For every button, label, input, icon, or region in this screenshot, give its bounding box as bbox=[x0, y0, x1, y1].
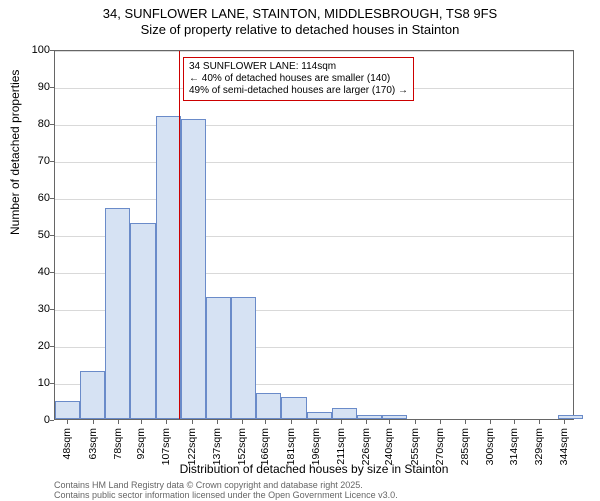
x-tick-mark bbox=[316, 420, 317, 424]
x-tick-label: 107sqm bbox=[160, 428, 172, 465]
x-tick-label: 270sqm bbox=[434, 428, 446, 465]
x-tick-mark bbox=[514, 420, 515, 424]
annot-line-2: ← 40% of detached houses are smaller (14… bbox=[189, 73, 408, 85]
x-tick-label: 314sqm bbox=[508, 428, 520, 465]
reference-line bbox=[179, 51, 180, 419]
x-tick-mark bbox=[265, 420, 266, 424]
x-tick-mark bbox=[366, 420, 367, 424]
x-tick-label: 166sqm bbox=[259, 428, 271, 465]
x-tick-mark bbox=[118, 420, 119, 424]
x-tick-mark bbox=[341, 420, 342, 424]
footer-line-2: Contains public sector information licen… bbox=[54, 490, 398, 500]
x-tick-label: 137sqm bbox=[211, 428, 223, 465]
x-tick-label: 48sqm bbox=[61, 428, 73, 460]
y-tick-label: 30 bbox=[10, 303, 50, 315]
x-tick-mark bbox=[93, 420, 94, 424]
histogram-bar bbox=[181, 119, 206, 419]
annot-line-3: 49% of semi-detached houses are larger (… bbox=[189, 85, 408, 97]
x-tick-mark bbox=[67, 420, 68, 424]
histogram-bar bbox=[130, 223, 155, 419]
y-axis-title: Number of detached properties bbox=[8, 70, 22, 235]
x-tick-label: 329sqm bbox=[533, 428, 545, 465]
x-tick-mark bbox=[440, 420, 441, 424]
histogram-bar bbox=[558, 415, 583, 419]
x-tick-mark bbox=[242, 420, 243, 424]
y-tick-label: 90 bbox=[10, 81, 50, 93]
x-tick-mark bbox=[539, 420, 540, 424]
histogram-bar bbox=[206, 297, 231, 419]
x-tick-label: 255sqm bbox=[409, 428, 421, 465]
plot-area: 34 SUNFLOWER LANE: 114sqm ← 40% of detac… bbox=[54, 50, 574, 420]
histogram-bar bbox=[80, 371, 105, 419]
x-axis-title: Distribution of detached houses by size … bbox=[54, 462, 574, 476]
chart-title-block: 34, SUNFLOWER LANE, STAINTON, MIDDLESBRO… bbox=[0, 0, 600, 39]
footer-line-1: Contains HM Land Registry data © Crown c… bbox=[54, 480, 398, 490]
histogram-bar bbox=[156, 116, 181, 419]
x-tick-label: 78sqm bbox=[112, 428, 124, 460]
x-tick-mark bbox=[291, 420, 292, 424]
x-tick-mark bbox=[564, 420, 565, 424]
histogram-bar bbox=[55, 401, 80, 420]
x-tick-mark bbox=[415, 420, 416, 424]
y-tick-label: 100 bbox=[10, 44, 50, 56]
y-tick-label: 70 bbox=[10, 155, 50, 167]
footer-attribution: Contains HM Land Registry data © Crown c… bbox=[54, 480, 398, 501]
y-tick-label: 0 bbox=[10, 414, 50, 426]
histogram-bar bbox=[105, 208, 130, 419]
x-tick-label: 92sqm bbox=[135, 428, 147, 460]
y-tick-label: 20 bbox=[10, 340, 50, 352]
y-tick-label: 50 bbox=[10, 229, 50, 241]
x-tick-mark bbox=[166, 420, 167, 424]
title-line-2: Size of property relative to detached ho… bbox=[0, 22, 600, 38]
x-tick-label: 181sqm bbox=[285, 428, 297, 465]
x-tick-label: 196sqm bbox=[310, 428, 322, 465]
histogram-bars bbox=[55, 51, 573, 419]
x-tick-label: 300sqm bbox=[484, 428, 496, 465]
title-line-1: 34, SUNFLOWER LANE, STAINTON, MIDDLESBRO… bbox=[0, 6, 600, 22]
x-tick-mark bbox=[490, 420, 491, 424]
histogram-bar bbox=[281, 397, 306, 419]
y-tick-label: 40 bbox=[10, 266, 50, 278]
x-tick-mark bbox=[389, 420, 390, 424]
x-tick-label: 211sqm bbox=[335, 428, 347, 465]
x-tick-label: 152sqm bbox=[236, 428, 248, 465]
y-tick-mark bbox=[50, 420, 54, 421]
x-tick-mark bbox=[217, 420, 218, 424]
histogram-bar bbox=[332, 408, 357, 419]
x-tick-mark bbox=[141, 420, 142, 424]
x-tick-label: 122sqm bbox=[186, 428, 198, 465]
x-tick-label: 226sqm bbox=[360, 428, 372, 465]
x-tick-label: 240sqm bbox=[383, 428, 395, 465]
annotation-box: 34 SUNFLOWER LANE: 114sqm ← 40% of detac… bbox=[183, 57, 414, 101]
histogram-bar bbox=[382, 415, 407, 419]
y-tick-label: 80 bbox=[10, 118, 50, 130]
x-tick-label: 63sqm bbox=[87, 428, 99, 460]
annot-line-1: 34 SUNFLOWER LANE: 114sqm bbox=[189, 61, 408, 73]
histogram-bar bbox=[357, 415, 382, 419]
x-tick-label: 285sqm bbox=[459, 428, 471, 465]
histogram-bar bbox=[256, 393, 281, 419]
chart-container: 34, SUNFLOWER LANE, STAINTON, MIDDLESBRO… bbox=[0, 0, 600, 500]
x-tick-mark bbox=[465, 420, 466, 424]
y-tick-label: 10 bbox=[10, 377, 50, 389]
y-tick-label: 60 bbox=[10, 192, 50, 204]
x-tick-mark bbox=[192, 420, 193, 424]
x-tick-label: 344sqm bbox=[558, 428, 570, 465]
histogram-bar bbox=[307, 412, 332, 419]
histogram-bar bbox=[231, 297, 256, 419]
